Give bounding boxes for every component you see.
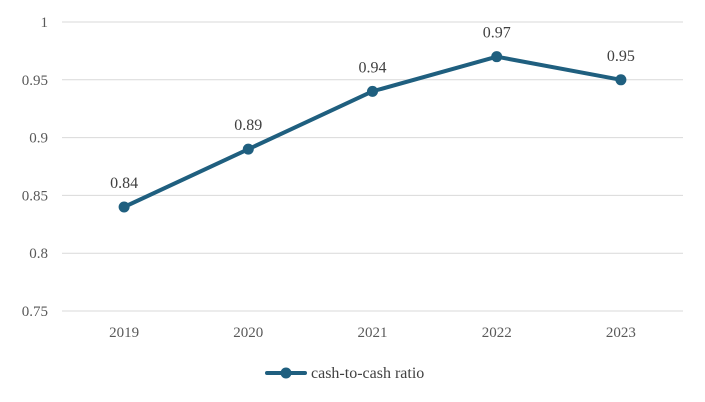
x-tick-label: 2020	[233, 325, 263, 341]
x-tick-label: 2019	[109, 325, 139, 341]
y-tick-label: 0.95	[22, 73, 48, 89]
data-point	[491, 51, 503, 63]
data-label: 0.84	[110, 175, 138, 192]
legend-marker-icon	[280, 367, 292, 379]
data-label: 0.97	[483, 25, 511, 42]
data-point	[118, 201, 130, 213]
data-label: 0.94	[359, 59, 387, 76]
data-label: 0.89	[234, 117, 262, 134]
legend: cash-to-cash ratio	[265, 365, 424, 382]
y-tick-label: 0.75	[22, 304, 48, 320]
x-tick-label: 2023	[606, 325, 636, 341]
data-point	[615, 74, 627, 86]
y-tick-label: 1	[41, 15, 49, 31]
y-tick-label: 0.9	[29, 131, 48, 147]
data-labels: 0.84 0.89 0.94 0.97 0.95	[110, 25, 635, 192]
series-group	[118, 51, 627, 213]
y-tick-label: 0.8	[29, 246, 48, 262]
data-point	[367, 85, 378, 97]
x-axis-ticks: 2019 2020 2021 2022 2023	[109, 325, 636, 341]
y-tick-label: 0.85	[22, 188, 48, 204]
data-point	[242, 143, 254, 155]
grid-lines	[62, 21, 683, 312]
x-tick-label: 2022	[482, 325, 512, 341]
y-axis-ticks: 0.75 0.8 0.85 0.9 0.95 1	[22, 15, 48, 320]
x-tick-label: 2021	[358, 325, 388, 341]
data-label: 0.95	[607, 48, 635, 65]
series-line	[122, 54, 623, 209]
legend-label: cash-to-cash ratio	[311, 365, 424, 382]
